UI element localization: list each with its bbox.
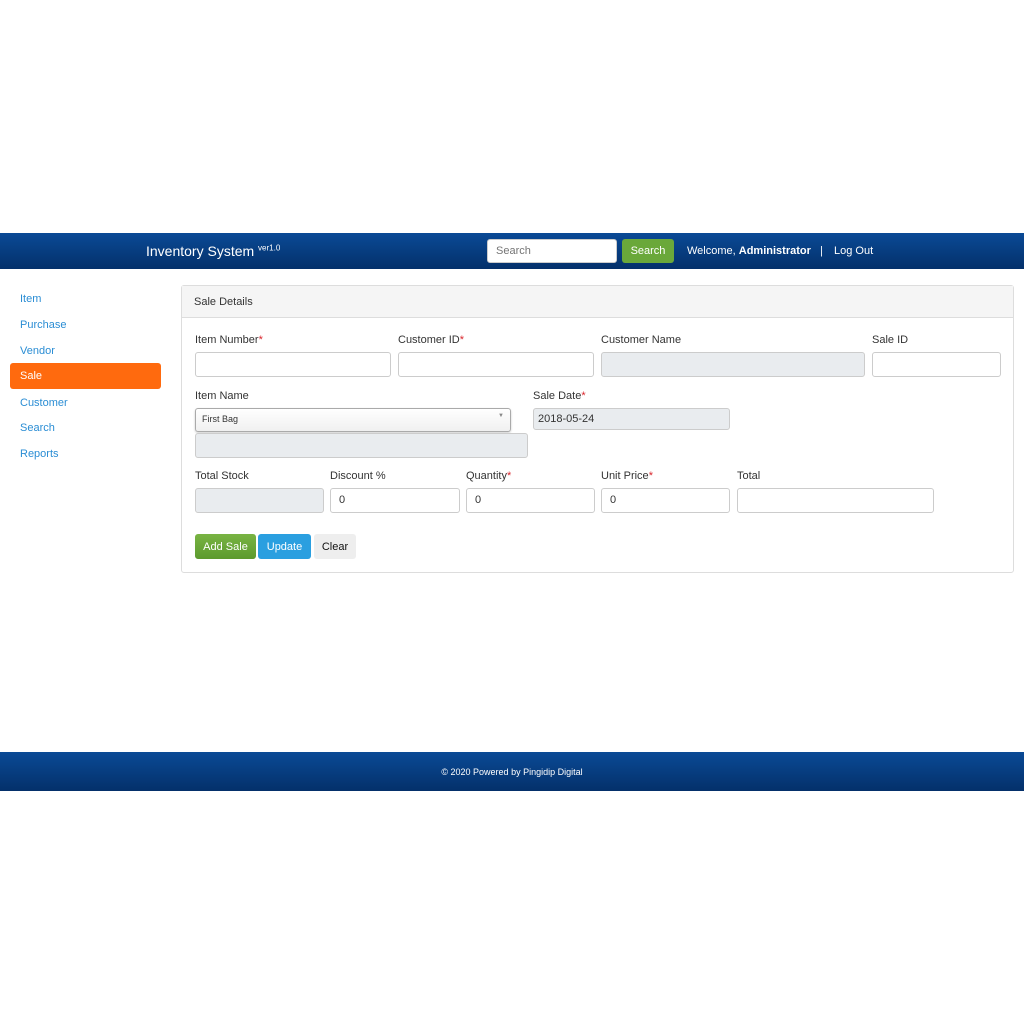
sale-details-panel: Sale Details Item Number* Customer ID* C… <box>181 285 1014 573</box>
sidebar-item-purchase[interactable]: Purchase <box>20 319 67 331</box>
sale-date-input[interactable]: 2018-05-24 <box>533 408 730 430</box>
item-number-label: Item Number* <box>195 334 263 346</box>
discount-label: Discount % <box>330 470 386 482</box>
item-name-readonly <box>195 433 528 458</box>
item-name-select[interactable]: First Bag ▼ <box>195 408 511 432</box>
label-text: Unit Price <box>601 470 649 482</box>
customer-name-input[interactable] <box>601 352 865 377</box>
label-text: Sale Date <box>533 390 582 402</box>
clear-button[interactable]: Clear <box>314 534 356 559</box>
unit-price-input[interactable]: 0 <box>601 488 730 513</box>
total-stock-label: Total Stock <box>195 470 249 482</box>
label-text: Quantity <box>466 470 507 482</box>
customer-id-input[interactable] <box>398 352 594 377</box>
total-input[interactable] <box>737 488 934 513</box>
unit-price-label: Unit Price* <box>601 470 653 482</box>
version: ver1.0 <box>258 243 281 253</box>
label-text: Item Number <box>195 334 259 346</box>
brand-text: Inventory System <box>146 243 255 259</box>
required-mark: * <box>648 470 653 482</box>
required-mark: * <box>459 334 465 346</box>
sidebar-item-reports[interactable]: Reports <box>20 448 59 460</box>
add-sale-button[interactable]: Add Sale <box>195 534 256 559</box>
footer: © 2020 Powered by Pingidip Digital <box>0 752 1024 791</box>
search-button[interactable]: Search <box>622 239 674 263</box>
item-name-label: Item Name <box>195 390 249 402</box>
sidebar-item-sale[interactable]: Sale <box>10 363 161 389</box>
sidebar-item-vendor[interactable]: Vendor <box>20 345 55 357</box>
update-button[interactable]: Update <box>258 534 311 559</box>
username: Administrator <box>738 245 811 257</box>
welcome-label: Welcome, <box>687 245 739 257</box>
required-mark: * <box>506 470 512 482</box>
item-number-input[interactable] <box>195 352 391 377</box>
dropdown-arrow-icon: ▼ <box>498 413 504 419</box>
brand[interactable]: Inventory System ver1.0 <box>146 243 280 259</box>
customer-id-label: Customer ID* <box>398 334 464 346</box>
total-stock-input[interactable] <box>195 488 324 513</box>
sidebar-item-customer[interactable]: Customer <box>20 397 68 409</box>
total-label: Total <box>737 470 761 482</box>
label-text: Customer ID <box>398 334 460 346</box>
sale-id-input[interactable] <box>872 352 1001 377</box>
sidebar-item-search[interactable]: Search <box>20 422 55 434</box>
navbar: Inventory System ver1.0 Search Welcome, … <box>0 233 1024 269</box>
selected-value: First Bag <box>202 414 239 424</box>
footer-text: © 2020 Powered by Pingidip Digital <box>441 766 583 777</box>
required-mark: * <box>581 390 586 402</box>
quantity-input[interactable]: 0 <box>466 488 595 513</box>
quantity-label: Quantity* <box>466 470 511 482</box>
sale-date-label: Sale Date* <box>533 390 586 402</box>
sidebar-item-item[interactable]: Item <box>20 293 42 305</box>
customer-name-label: Customer Name <box>601 334 682 346</box>
logout-link[interactable]: Log Out <box>834 245 874 257</box>
welcome-text: Welcome, Administrator <box>687 245 811 257</box>
search-input[interactable] <box>487 239 617 263</box>
separator: | <box>820 245 823 257</box>
required-mark: * <box>258 334 263 346</box>
panel-title: Sale Details <box>182 286 1013 318</box>
discount-input[interactable]: 0 <box>330 488 460 513</box>
sale-id-label: Sale ID <box>872 334 909 346</box>
